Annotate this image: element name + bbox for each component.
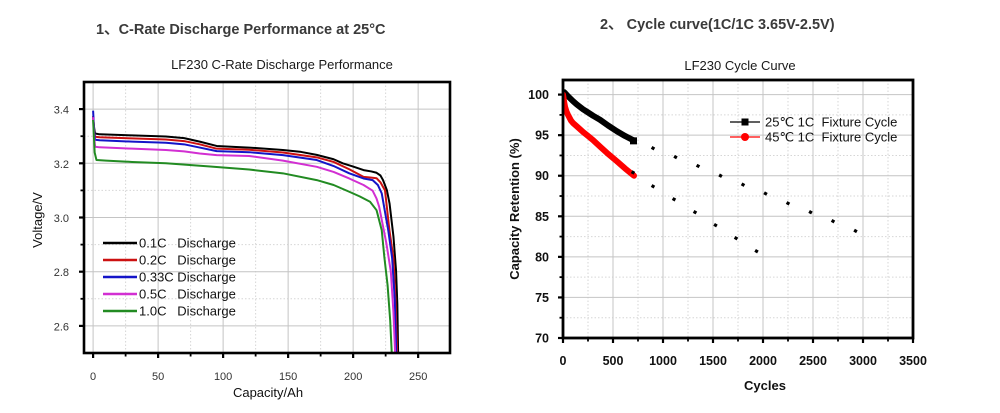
x-tick-label: 500: [603, 354, 624, 368]
projected-data-point: [695, 163, 701, 169]
legend-item: 0.33C Discharge: [103, 270, 236, 285]
series-group: [563, 89, 858, 254]
legend-item: 0.1C Discharge: [103, 236, 236, 251]
projected-data-point: [650, 184, 656, 189]
legend-label: 0.2C Discharge: [139, 253, 236, 268]
axis-ticks: [79, 107, 420, 358]
series-line-1: [563, 89, 637, 144]
x-tick-label: 3000: [849, 354, 877, 368]
grid: [84, 82, 450, 353]
projected-data-point: [733, 236, 739, 241]
projected-data-point: [853, 228, 858, 234]
legend-label: 25℃ 1C Fixture Cycle: [765, 115, 897, 130]
y-tick-label: 75: [535, 291, 549, 305]
y-tick-label: 2.8: [54, 267, 69, 279]
legend-label: 45℃ 1C Fixture Cycle: [765, 130, 897, 145]
y-tick-label: 3.2: [54, 159, 69, 171]
grid: [563, 80, 913, 338]
chart-title: LF230 Cycle Curve: [684, 58, 795, 73]
x-tick-label: 3500: [899, 354, 927, 368]
projected-data-point: [630, 170, 636, 175]
legend: 0.1C Discharge 0.2C Discharge 0.33C Discha…: [103, 236, 236, 319]
series-line-3: [92, 110, 398, 353]
projected-data-point: [673, 154, 678, 160]
x-tick-label: 0: [90, 371, 96, 383]
y-tick-label: 2.6: [54, 321, 69, 333]
projected-data-point: [713, 223, 718, 228]
x-axis-label: Cycles: [744, 378, 786, 393]
legend-label: 1.0C Discharge: [139, 304, 236, 319]
projected-data-point: [763, 191, 768, 196]
x-tick-label: 100: [214, 371, 232, 383]
x-tick-label: 1000: [649, 354, 677, 368]
x-tick-label: 50: [152, 371, 164, 383]
section-heading-cycle: 2、 Cycle curve(1C/1C 3.65V-2.5V): [600, 17, 835, 33]
legend-item: 25℃ 1C Fixture Cycle: [730, 115, 897, 130]
y-tick-label: 85: [535, 210, 549, 224]
series-line-2: [92, 115, 399, 353]
cycle-chart: 0 500 1000 1500 2000 2500 3000 3500 70 75 80 85 90 95…: [507, 58, 927, 393]
y-tick-label: 80: [535, 250, 549, 264]
x-axis-label: Capacity/Ah: [233, 385, 303, 400]
y-axis-label: Capacity Retention (%): [507, 138, 522, 280]
discharge-chart: 0 50 100 150 200 250 2.6 2.8 3.0 3.2 3.4 LF230 C-Ra…: [30, 57, 452, 400]
legend-item: 0.5C Discharge: [103, 287, 236, 302]
series-line-4: [92, 117, 397, 353]
projected-data-point: [785, 201, 791, 206]
series-line-1: [92, 117, 400, 353]
x-tick-label: 200: [344, 371, 362, 383]
x-tick-label: 1500: [699, 354, 727, 368]
projected-data-point: [740, 182, 746, 187]
series-end-marker: [630, 137, 637, 145]
y-tick-label: 70: [535, 332, 549, 346]
legend-item: 1.0C Discharge: [103, 304, 236, 319]
y-tick-label: 3.4: [54, 105, 69, 117]
series-line-2: [563, 91, 637, 179]
projected-data-point: [830, 218, 836, 224]
legend-marker-square: [741, 118, 749, 126]
y-tick-label: 95: [535, 129, 549, 143]
x-tick-label: 2000: [749, 354, 777, 368]
legend-label: 0.5C Discharge: [139, 287, 236, 302]
legend-label: 0.1C Discharge: [139, 236, 236, 251]
legend-item: 0.2C Discharge: [103, 253, 236, 268]
chart-title: LF230 C-Rate Discharge Performance: [171, 57, 393, 72]
axis-ticks: [558, 93, 915, 343]
y-axis-label: Voltage/V: [30, 192, 45, 248]
y-tick-label: 90: [535, 169, 549, 183]
x-tick-label: 150: [279, 371, 297, 383]
y-tick-label: 3.0: [54, 213, 69, 225]
y-tick-label: 100: [528, 88, 549, 102]
section-heading-discharge: 1、C-Rate Discharge Performance at 25°C: [96, 22, 386, 38]
x-tick-label: 250: [409, 371, 427, 383]
series-group: [92, 110, 400, 353]
projected-data-point: [754, 249, 759, 254]
legend-marker-circle: [741, 133, 749, 141]
projected-data-point: [671, 197, 677, 202]
x-tick-label: 2500: [799, 354, 827, 368]
legend-item: 45℃ 1C Fixture Cycle: [730, 130, 897, 145]
projected-data-point: [650, 145, 656, 151]
projected-data-point: [808, 210, 813, 215]
projected-data-point: [692, 210, 698, 215]
series-line-5: [92, 119, 393, 353]
x-tick-label: 0: [560, 354, 567, 368]
projected-data-point: [718, 173, 723, 178]
legend-label: 0.33C Discharge: [139, 270, 236, 285]
